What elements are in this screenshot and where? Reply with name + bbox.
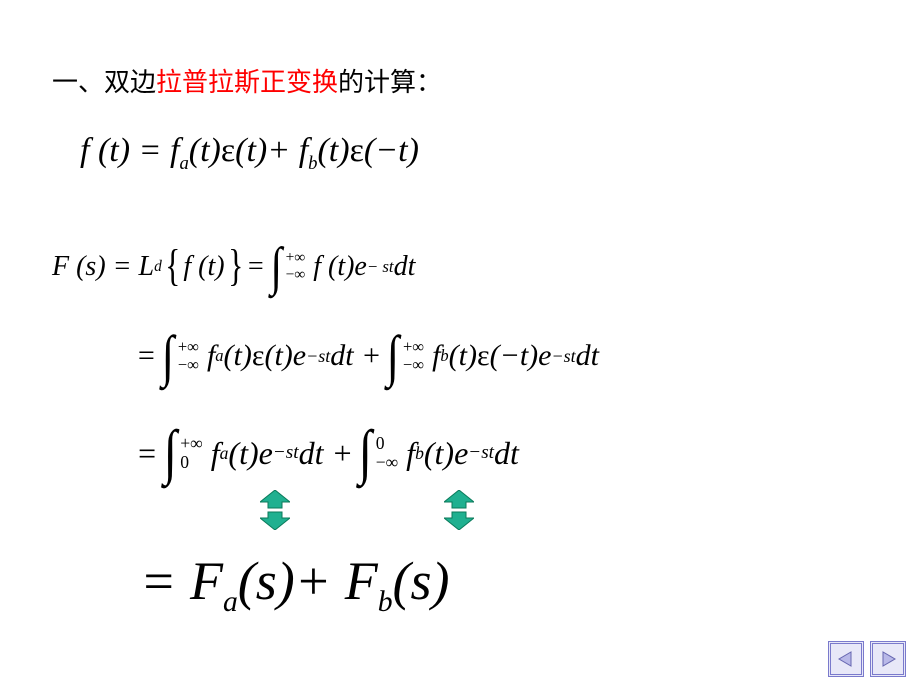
eq3-sa: a: [215, 346, 223, 366]
eq1-p1: f (t) = f: [80, 132, 179, 169]
eq3-eq: =: [136, 339, 156, 373]
eq2-p3: =: [246, 251, 265, 283]
integral-icon: ∫: [162, 328, 175, 385]
eq1-p2: (t): [189, 132, 221, 169]
triangle-left-icon: [837, 650, 855, 668]
eq3-sb: b: [440, 346, 448, 366]
eq5-sa: a: [223, 586, 238, 618]
eq4-int1: ∫ +∞ 0: [162, 408, 207, 498]
eq3-limits2: +∞ −∞: [403, 338, 424, 374]
integral-icon: ∫: [163, 423, 176, 484]
eq4-p2: (t)e: [228, 435, 272, 472]
eq4-sb: b: [415, 443, 424, 464]
eq2-p4: f (t)e: [313, 251, 367, 283]
eq3-limits1: +∞ −∞: [178, 338, 199, 374]
eq3-sup2: −st: [551, 346, 575, 367]
integral-icon: ∫: [387, 328, 400, 385]
eq4-p4: f: [406, 435, 415, 472]
eq2-p2: f (t): [183, 251, 224, 283]
eq2-limits: +∞ −∞: [286, 250, 306, 284]
eq1-eps2: ε: [350, 132, 364, 169]
nav-buttons: [828, 641, 906, 677]
eq3-p4: dt +: [330, 339, 381, 373]
integral-icon: ∫: [359, 423, 372, 484]
eq1-p4: (t): [317, 132, 349, 169]
eq3-p7: (−t)e: [490, 339, 552, 373]
eq3-u2: +∞: [403, 338, 424, 356]
equation-2: F (s) = L d { f (t)} = ∫ +∞ −∞ f (t)e − …: [52, 232, 415, 302]
eq4-sup2: −st: [468, 442, 494, 464]
eq4-p6: dt: [494, 435, 519, 472]
eq3-p1: f: [207, 339, 215, 373]
eq4-sa: a: [220, 443, 229, 464]
eq1-eps1: ε: [221, 132, 235, 169]
heading-prefix: 一、双边: [52, 68, 156, 97]
eq2-lbrace: {: [165, 243, 180, 288]
eq2-p5: dt: [394, 251, 416, 283]
eq3-eps1: ε: [252, 339, 265, 373]
equation-1: f (t) = fa(t)ε(t)+ fb(t)ε(−t): [80, 132, 419, 175]
eq3-l2: −∞: [403, 356, 424, 374]
eq2-p1: F (s) = L: [52, 251, 154, 283]
eq3-p6: (t): [449, 339, 477, 373]
eq4-p5: (t)e: [424, 435, 468, 472]
prev-slide-button[interactable]: [828, 641, 864, 677]
eq1-p3: (t)+ f: [235, 132, 308, 169]
eq3-l1: −∞: [178, 356, 199, 374]
next-slide-button[interactable]: [870, 641, 906, 677]
eq5-p2: (s)+ F: [238, 551, 378, 611]
eq3-p5: f: [432, 339, 440, 373]
eq5-p3: (s): [393, 551, 450, 611]
eq3-int1: ∫ +∞ −∞: [160, 316, 203, 396]
eq4-u2: 0: [376, 434, 398, 453]
eq2-sub-d: d: [154, 258, 162, 276]
eq3-eps2: ε: [477, 339, 490, 373]
eq2-upper: +∞: [286, 250, 306, 267]
eq4-l2: −∞: [376, 453, 398, 472]
eq4-int2: ∫ 0 −∞: [357, 408, 402, 498]
eq3-p2: (t): [224, 339, 252, 373]
eq4-limits2: 0 −∞: [376, 434, 398, 473]
eq1-p5: (−t): [364, 132, 419, 169]
eq4-p1: f: [211, 435, 220, 472]
double-arrow-icon-1: [260, 490, 290, 530]
heading-highlight: 拉普拉斯正变换: [156, 68, 338, 97]
eq5-p1: = F: [140, 551, 223, 611]
eq3-int2: ∫ +∞ −∞: [385, 316, 428, 396]
equation-3: = ∫ +∞ −∞ fa(t)ε(t)e −stdt + ∫ +∞ −∞ fb(…: [136, 316, 599, 396]
eq3-p3: (t)e: [264, 339, 306, 373]
eq4-limits1: +∞ 0: [180, 434, 202, 473]
equation-4: = ∫ +∞ 0 fa(t)e −stdt + ∫ 0 −∞ fb(t)e −s…: [136, 408, 519, 498]
eq2-int: ∫ +∞ −∞: [269, 232, 309, 302]
triangle-right-icon: [879, 650, 897, 668]
eq4-eq: =: [136, 435, 158, 472]
eq1-sub-a: a: [179, 153, 188, 174]
eq3-p8: dt: [576, 339, 599, 373]
eq2-lower: −∞: [286, 267, 306, 284]
double-arrow-icon-2: [444, 490, 474, 530]
eq4-l1: 0: [180, 453, 202, 472]
section-heading: 一、双边拉普拉斯正变换的计算：: [52, 62, 442, 99]
equation-5: = Fa(s)+ Fb(s): [140, 550, 450, 619]
integral-icon: ∫: [270, 240, 282, 293]
heading-suffix: 的计算：: [338, 68, 442, 97]
eq3-u1: +∞: [178, 338, 199, 356]
eq2-sup: − st: [367, 257, 394, 277]
eq4-sup1: −st: [273, 442, 299, 464]
eq3-sup1: −st: [306, 346, 330, 367]
eq5-sb: b: [378, 586, 393, 618]
eq2-rbrace: }: [228, 243, 243, 288]
eq4-u1: +∞: [180, 434, 202, 453]
eq4-p3: dt +: [299, 435, 353, 472]
